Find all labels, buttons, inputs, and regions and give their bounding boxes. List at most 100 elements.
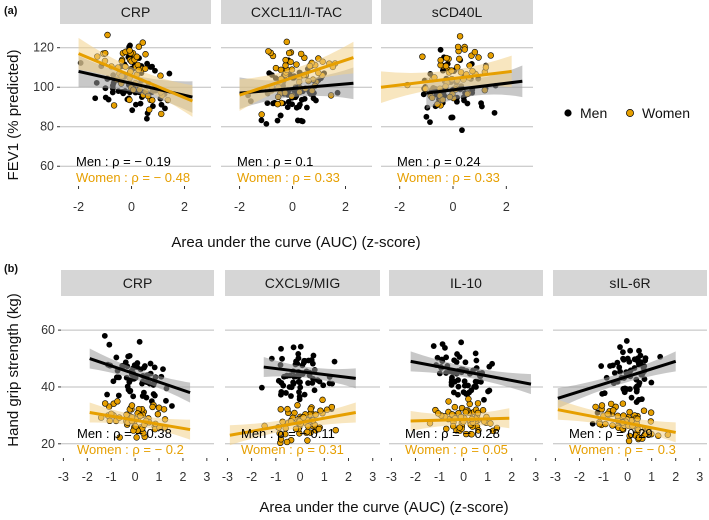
men-rho-annotation: Men : ρ = − 0.28 [405, 426, 500, 441]
women-point [465, 395, 472, 403]
men-point [113, 354, 120, 361]
men-point [130, 393, 137, 400]
y-tick-label: 80 [40, 120, 54, 134]
men-point [481, 396, 487, 403]
men-point [284, 104, 291, 111]
men-point [305, 380, 311, 386]
x-axis-title-bottom: Area under the curve (AUC) (z-score) [259, 499, 508, 516]
men-point [454, 351, 460, 357]
men-point [627, 386, 633, 392]
women-point [126, 96, 133, 104]
women-point [419, 53, 426, 60]
women-fit-line [410, 416, 510, 423]
women-point [104, 31, 111, 39]
legend-men-label: Men [580, 105, 607, 121]
women-point [610, 407, 617, 414]
women-point [274, 100, 281, 108]
women-point [315, 425, 323, 433]
men-point [620, 385, 627, 392]
women-fit-line [229, 411, 357, 437]
facet-title: CRP [123, 275, 153, 291]
men-point [102, 94, 109, 101]
women-fit-line [239, 56, 354, 97]
women-point [128, 402, 136, 409]
men-point [152, 67, 158, 74]
men-point [620, 355, 626, 362]
women-point [443, 425, 450, 432]
men-point [471, 383, 478, 390]
x-tick-label: 0 [289, 200, 296, 214]
x-tick-label: 1 [156, 470, 163, 484]
x-tick-label: -1 [598, 470, 609, 484]
men-point [313, 97, 319, 104]
men-point [127, 42, 133, 49]
men-point [486, 363, 493, 370]
women-rho-annotation: Women : ρ = 0.33 [237, 170, 340, 185]
women-point [475, 427, 482, 434]
x-tick-label: 3 [696, 470, 703, 484]
women-point [635, 434, 642, 441]
x-tick-label: -2 [234, 200, 245, 214]
men-point [461, 97, 467, 104]
facet-strip [553, 270, 707, 296]
men-point [110, 378, 117, 385]
men-point [616, 364, 623, 371]
facet-title: CXCL11/I-TAC [251, 4, 342, 20]
x-tick-label: 0 [624, 470, 631, 484]
y-tick-label: 20 [41, 437, 55, 451]
women-point [114, 398, 121, 405]
women-point [592, 403, 599, 411]
women-point [443, 54, 450, 62]
men-point [109, 89, 116, 96]
men-point [633, 383, 640, 390]
men-point [101, 332, 108, 339]
facet-title: CXCL9/MIG [265, 275, 340, 291]
legend-women-label: Women [642, 105, 690, 121]
women-point [149, 403, 156, 411]
women-point [139, 39, 146, 46]
men-point [473, 379, 479, 386]
women-point [456, 55, 463, 63]
men-point [614, 359, 621, 366]
women-point [297, 50, 305, 58]
women-point [471, 48, 479, 56]
men-point [286, 384, 293, 390]
x-tick-label: -3 [550, 470, 561, 484]
x-tick-label: -2 [410, 470, 421, 484]
men-point [465, 382, 471, 389]
women-point [332, 426, 339, 434]
men-point [274, 117, 281, 124]
men-fit-line [426, 79, 523, 95]
women-point [154, 410, 162, 418]
men-point [491, 109, 498, 116]
men-point [132, 101, 139, 108]
x-tick-label: 1 [484, 470, 491, 484]
women-point [456, 33, 464, 40]
men-point [320, 382, 327, 389]
men-point [113, 374, 120, 381]
women-point [626, 408, 633, 416]
men-point [455, 377, 461, 383]
women-point [607, 400, 615, 408]
men-point [437, 46, 444, 53]
y-tick-label: 60 [40, 159, 54, 173]
men-point [149, 63, 155, 70]
men-point [453, 359, 460, 366]
men-point [285, 98, 292, 105]
x-tick-label: -3 [222, 470, 233, 484]
x-tick-label: 3 [369, 470, 376, 484]
women-rho-annotation: Women : ρ = − 0.3 [569, 442, 676, 457]
men-rho-annotation: Men : ρ = 0.24 [397, 154, 481, 169]
facet-title: sIL-6R [609, 275, 650, 291]
women-point [294, 402, 301, 409]
men-point [598, 363, 605, 369]
facet-title: CRP [121, 4, 151, 20]
men-point [610, 362, 616, 369]
women-point [146, 106, 153, 113]
men-point [455, 391, 461, 398]
y-axis-title-top: FEV1 (% predicted) [5, 50, 22, 181]
men-point [131, 362, 138, 369]
